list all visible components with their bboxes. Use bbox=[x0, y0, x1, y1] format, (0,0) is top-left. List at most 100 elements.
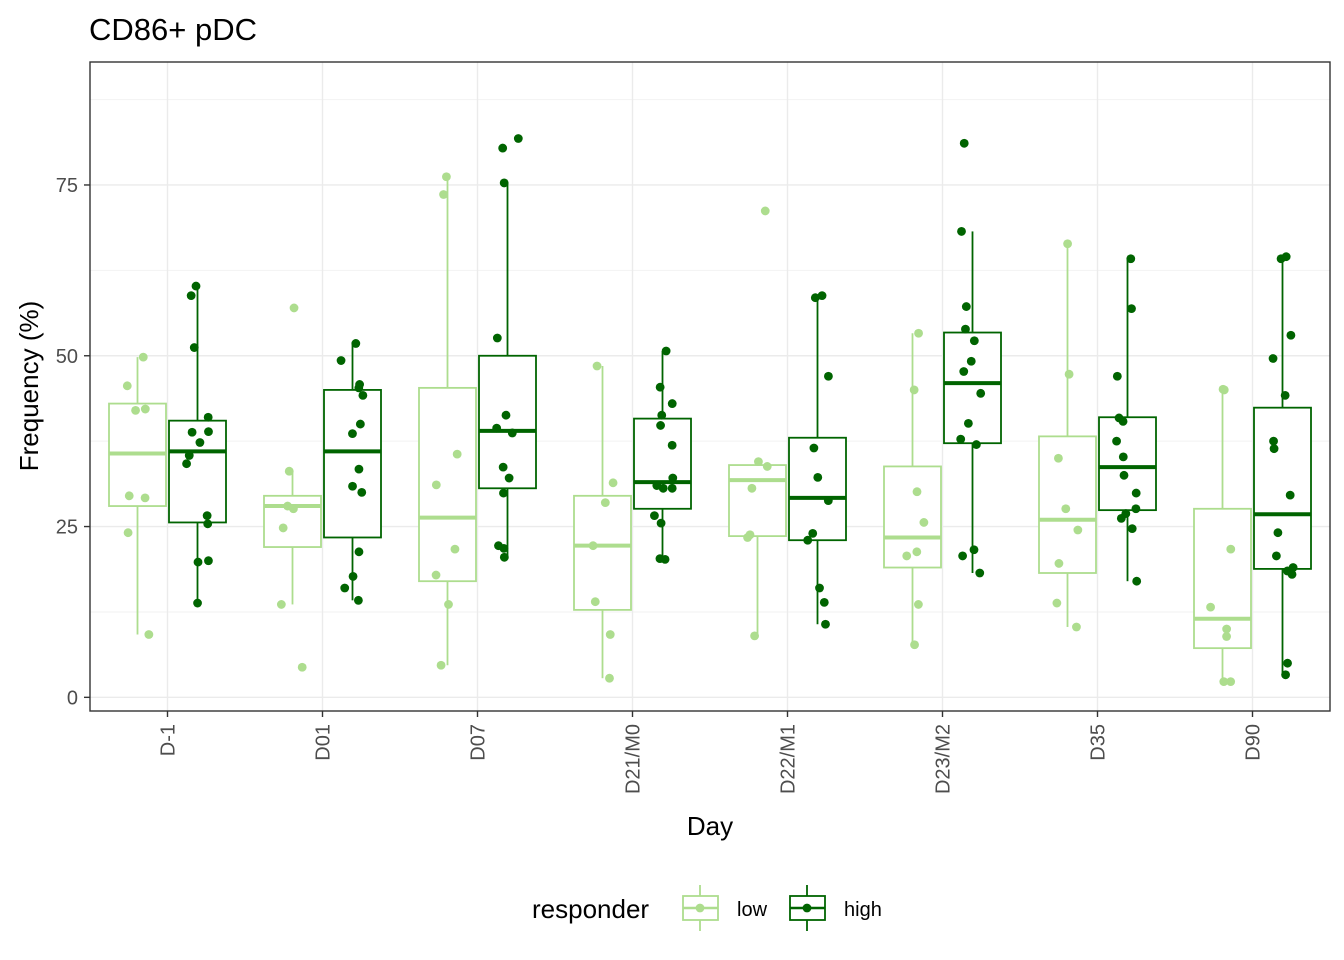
point-low bbox=[1064, 369, 1074, 379]
point-low bbox=[608, 478, 618, 488]
box-high bbox=[323, 389, 382, 539]
point-low bbox=[1222, 624, 1232, 634]
point-high bbox=[1132, 576, 1142, 586]
boxplot-low bbox=[263, 471, 322, 605]
point-low bbox=[590, 597, 600, 607]
x-tick-label: D35 bbox=[1088, 724, 1110, 761]
point-low bbox=[909, 385, 919, 395]
point-low bbox=[910, 640, 919, 650]
point-high bbox=[957, 227, 966, 236]
point-high bbox=[354, 547, 364, 557]
point-low bbox=[1061, 504, 1071, 514]
legend-item-low: low bbox=[682, 885, 768, 931]
boxplot-high bbox=[323, 343, 382, 601]
point-low bbox=[588, 541, 598, 551]
plot-panel-border bbox=[89, 61, 1331, 712]
point-low bbox=[1073, 525, 1083, 535]
point-low bbox=[122, 381, 132, 391]
box-high bbox=[1253, 406, 1312, 570]
point-high bbox=[354, 464, 364, 474]
point-low bbox=[912, 487, 922, 497]
axes: 0 25 50 75 D-1 D01 D07 D21/M0 D22/M1 D23/M2 D35 D90 bbox=[56, 175, 1265, 794]
point-high bbox=[1276, 254, 1286, 264]
x-tick-label: D22/M1 bbox=[778, 724, 800, 794]
point-low bbox=[1226, 544, 1236, 554]
boxplot-low bbox=[883, 333, 942, 645]
box-low bbox=[728, 464, 787, 538]
point-high bbox=[1119, 470, 1129, 480]
point-high bbox=[1112, 436, 1121, 446]
point-high bbox=[824, 371, 833, 381]
box-high bbox=[478, 354, 537, 490]
point-high bbox=[963, 418, 973, 428]
point-high bbox=[1281, 670, 1290, 680]
point-high bbox=[817, 291, 827, 301]
x-tick-label: D90 bbox=[1243, 724, 1265, 761]
x-tick-label: D23/M2 bbox=[933, 724, 955, 794]
point-high bbox=[499, 544, 509, 553]
point-high bbox=[650, 511, 659, 521]
point-low bbox=[914, 600, 923, 609]
box-low bbox=[573, 494, 632, 611]
point-low bbox=[276, 600, 286, 609]
point-high bbox=[958, 551, 968, 561]
point-high bbox=[657, 410, 667, 420]
point-low bbox=[436, 660, 446, 670]
point-high bbox=[348, 429, 357, 439]
point-high bbox=[667, 440, 677, 450]
box-high bbox=[788, 436, 847, 542]
point-high bbox=[1286, 330, 1296, 340]
point-low bbox=[431, 570, 441, 580]
point-low bbox=[444, 600, 453, 609]
point-high bbox=[1126, 254, 1136, 264]
point-high bbox=[1269, 436, 1278, 446]
boxplot-high bbox=[168, 286, 227, 604]
point-low bbox=[442, 172, 451, 182]
point-high bbox=[1131, 504, 1141, 514]
box-low bbox=[418, 386, 477, 583]
point-high bbox=[813, 472, 823, 482]
point-low bbox=[124, 491, 134, 501]
point-high bbox=[971, 440, 981, 449]
point-high bbox=[492, 333, 502, 343]
point-high bbox=[1118, 416, 1128, 426]
point-low bbox=[1052, 598, 1062, 608]
point-high bbox=[187, 427, 197, 437]
x-tick-label: D01 bbox=[313, 724, 335, 761]
point-high bbox=[354, 383, 364, 393]
point-high bbox=[499, 488, 508, 498]
point-low bbox=[1219, 385, 1229, 395]
legend: responder low high bbox=[532, 885, 882, 931]
point-low bbox=[760, 206, 770, 216]
point-high bbox=[1285, 490, 1295, 500]
point-high bbox=[351, 339, 361, 348]
point-high bbox=[498, 143, 508, 153]
point-high bbox=[499, 178, 509, 188]
box-high bbox=[943, 331, 1002, 445]
point-high bbox=[353, 595, 363, 605]
point-high bbox=[656, 421, 665, 430]
point-high bbox=[195, 438, 205, 447]
point-low bbox=[297, 662, 307, 672]
point-low bbox=[1226, 677, 1236, 687]
point-high bbox=[655, 382, 665, 392]
point-high bbox=[658, 483, 668, 493]
box-low bbox=[1038, 435, 1097, 574]
point-high bbox=[667, 483, 677, 493]
y-tick-label: 0 bbox=[67, 687, 78, 709]
point-high bbox=[823, 496, 833, 505]
point-low bbox=[605, 630, 615, 639]
x-tick-label: D07 bbox=[468, 724, 490, 761]
legend-label: high bbox=[844, 899, 882, 921]
point-high bbox=[348, 572, 358, 581]
box-high bbox=[168, 419, 227, 524]
x-tick-label: D-1 bbox=[158, 724, 180, 756]
point-high bbox=[656, 518, 666, 528]
point-low bbox=[289, 303, 299, 313]
point-high bbox=[336, 356, 346, 365]
point-low bbox=[138, 352, 148, 362]
point-high bbox=[193, 598, 202, 608]
point-low bbox=[754, 457, 763, 467]
point-high bbox=[191, 281, 201, 291]
